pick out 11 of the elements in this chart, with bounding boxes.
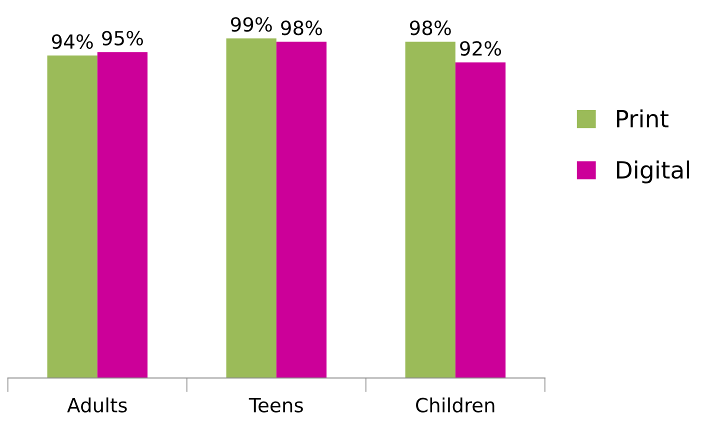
legend-label: Digital [617, 160, 690, 184]
data-label: 92% [460, 41, 502, 56]
x-tick-label: Children [416, 397, 494, 412]
data-label: 98% [410, 20, 451, 36]
x-tick-label: Teens [248, 398, 303, 412]
data-label: 98% [281, 20, 322, 36]
data-label: 99% [230, 17, 272, 32]
x-tick-label: Adults [67, 397, 127, 412]
data-label: 94% [52, 34, 93, 49]
data-label: 95% [102, 30, 143, 46]
legend-label: Print [617, 109, 668, 128]
